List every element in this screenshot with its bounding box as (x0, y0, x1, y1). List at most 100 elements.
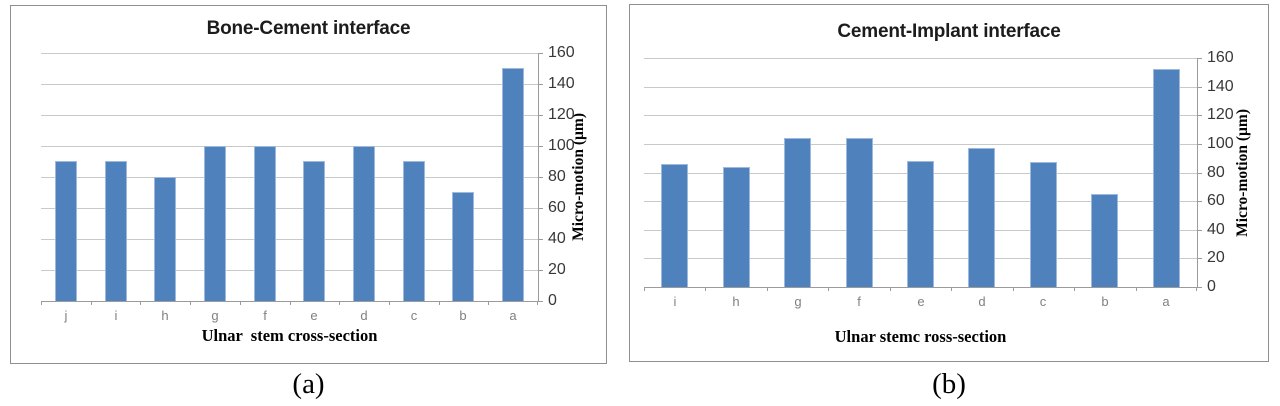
bar-c (1030, 162, 1057, 287)
gridline (644, 144, 1197, 145)
gridline (41, 208, 538, 209)
y-tick-label: 60 (1207, 192, 1225, 209)
y-tick-mark (1197, 230, 1202, 231)
x-category-label: e (917, 294, 925, 309)
y-tick-mark (1197, 201, 1202, 202)
y-tick-label: 80 (548, 168, 566, 185)
y-tick-label: 0 (1207, 278, 1216, 295)
bar-f (846, 138, 873, 287)
y-tick-mark (538, 84, 543, 85)
x-tick-mark (290, 301, 291, 305)
bar-i (105, 161, 127, 301)
bar-a (502, 68, 524, 301)
bar-b (452, 192, 474, 301)
y-tick-label: 60 (548, 199, 566, 216)
x-tick-mark (140, 301, 141, 305)
gridline (41, 115, 538, 116)
x-axis-title: Ulnar stem cross-section (201, 326, 378, 345)
subfigure-caption-b: (b) (932, 368, 966, 400)
chart-panel-b: Cement-Implant interface 0 20 40 60 80 100 120… (629, 4, 1269, 362)
x-tick-mark (828, 287, 829, 291)
x-tick-mark (1196, 287, 1197, 291)
x-tick-mark (190, 301, 191, 305)
x-axis-line (41, 301, 538, 302)
y-tick-label: 100 (548, 137, 575, 154)
bar-b (1091, 194, 1118, 287)
x-category-label: i (673, 294, 677, 309)
y-tick-label: 160 (548, 44, 575, 61)
x-category-label: d (360, 308, 368, 323)
x-axis-line (644, 287, 1197, 288)
x-category-label: g (794, 294, 802, 309)
x-tick-mark (389, 301, 390, 305)
y-tick-mark (1197, 287, 1202, 288)
y-tick-mark (538, 146, 543, 147)
gridline (41, 177, 538, 178)
y-tick-label: 120 (548, 106, 575, 123)
y-tick-mark (1197, 58, 1202, 59)
x-tick-mark (240, 301, 241, 305)
x-category-label: b (1101, 294, 1109, 309)
x-tick-mark (537, 301, 538, 305)
x-category-label: g (211, 308, 219, 323)
gridline (644, 87, 1197, 88)
x-category-label: j (64, 308, 68, 323)
y-tick-mark (538, 301, 543, 302)
y-tick-mark (1197, 173, 1202, 174)
gridline (644, 115, 1197, 116)
y-tick-label: 40 (548, 230, 566, 247)
x-tick-mark (1074, 287, 1075, 291)
x-tick-mark (767, 287, 768, 291)
y-tick-mark (538, 53, 543, 54)
y-tick-mark (1197, 258, 1202, 259)
x-category-label: h (161, 308, 169, 323)
bar-h (723, 167, 750, 287)
y-axis-title-text: Micro-motion (µm) (1234, 108, 1251, 237)
y-tick-label: 160 (1207, 49, 1234, 66)
y-axis-line (1197, 58, 1198, 287)
y-tick-label: 100 (1207, 135, 1234, 152)
x-tick-mark (644, 287, 645, 291)
y-tick-label: 120 (1207, 106, 1234, 123)
x-category-label: a (1162, 294, 1170, 309)
y-tick-mark (538, 177, 543, 178)
x-category-label: a (509, 308, 517, 323)
y-tick-mark (538, 208, 543, 209)
y-tick-label: 20 (548, 261, 566, 278)
x-category-label: h (732, 294, 740, 309)
bar-e (907, 161, 934, 287)
x-category-label: i (114, 308, 118, 323)
x-tick-mark (339, 301, 340, 305)
y-tick-label: 140 (1207, 78, 1234, 95)
x-category-label: e (310, 308, 318, 323)
y-tick-label: 20 (1207, 249, 1225, 266)
y-tick-mark (538, 270, 543, 271)
chart-title: Cement-Implant interface (837, 21, 1061, 42)
bar-j (55, 161, 77, 301)
y-tick-label: 140 (548, 75, 575, 92)
bar-i (661, 164, 688, 287)
x-category-label: f (857, 294, 861, 309)
plot-area: 0 20 40 60 80 100 120 140 160 j i h g f e d c b a (41, 45, 575, 322)
y-tick-label: 40 (1207, 221, 1225, 238)
bar-f (254, 146, 276, 301)
y-tick-mark (538, 115, 543, 116)
y-tick-label: 0 (548, 292, 557, 309)
y-tick-mark (1197, 144, 1202, 145)
gridline (41, 270, 538, 271)
x-tick-mark (705, 287, 706, 291)
y-tick-mark (1197, 115, 1202, 116)
x-category-label: c (1039, 294, 1047, 309)
bar-c (403, 161, 425, 301)
gridline (41, 53, 538, 54)
bar-d (353, 146, 375, 301)
y-tick-label: 80 (1207, 164, 1225, 181)
chart-panel-a: Bone-Cement interface 0 20 40 60 80 100 120 140… (10, 5, 607, 364)
x-tick-mark (1013, 287, 1014, 291)
bar-e (303, 161, 325, 301)
bar-g (204, 146, 226, 301)
plot-area: 0 20 40 60 80 100 120 140 160 i h g f e d c b a (644, 50, 1234, 308)
x-category-label: c (410, 308, 418, 323)
x-tick-mark (488, 301, 489, 305)
x-tick-mark (890, 287, 891, 291)
